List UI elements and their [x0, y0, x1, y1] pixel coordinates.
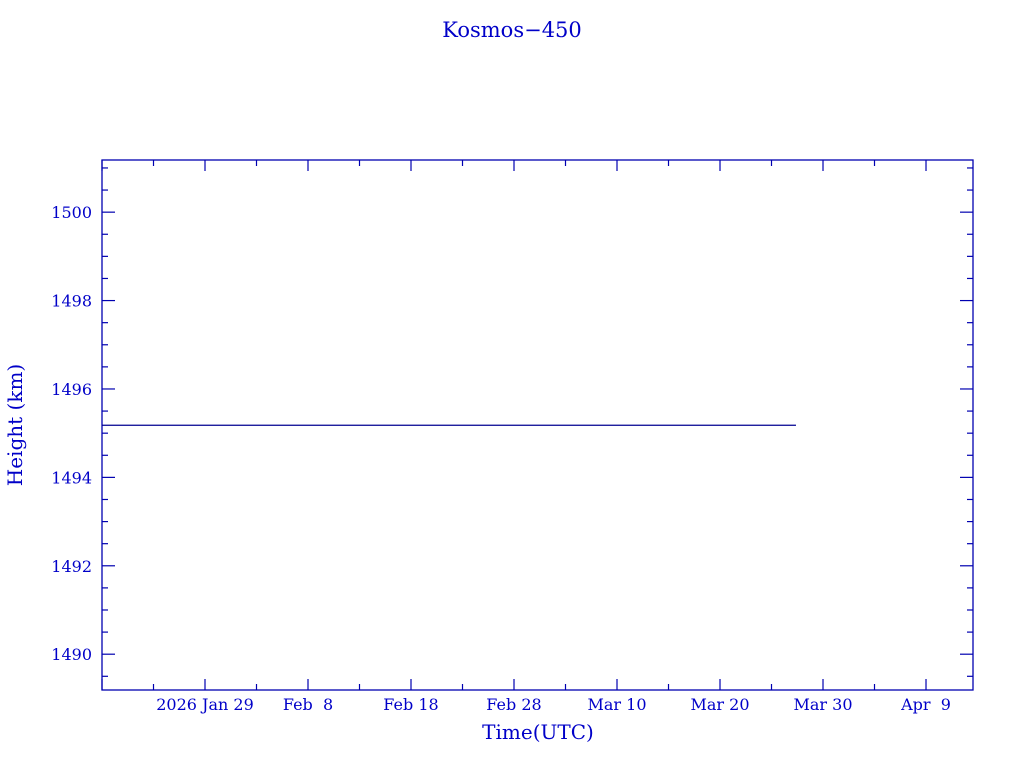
y-tick-label: 1498	[51, 292, 92, 311]
y-tick-label: 1492	[51, 557, 92, 576]
x-tick-label: Feb 8	[283, 695, 333, 714]
y-axis-label: Height (km)	[3, 364, 27, 486]
x-axis-label: Time(UTC)	[482, 720, 594, 744]
y-tick-label: 1490	[51, 645, 92, 664]
y-tick-label: 1496	[51, 380, 92, 399]
chart-title: Kosmos−450	[442, 18, 582, 42]
y-tick-label: 1494	[51, 468, 92, 487]
axes: 2026 Jan 29 Feb 8 Feb 18 Feb 28 Mar 10 Mar 20…	[51, 159, 974, 714]
x-tick-label: Mar 30	[793, 695, 852, 714]
x-tick-label: Feb 28	[486, 695, 541, 714]
y-tick-label: 1500	[51, 203, 92, 222]
x-tick-label: Mar 10	[587, 695, 646, 714]
x-tick-label: 2026 Jan 29	[156, 695, 254, 714]
x-tick-label: Feb 18	[383, 695, 438, 714]
x-tick-label: Mar 20	[690, 695, 749, 714]
x-tick-label: Apr 9	[900, 695, 951, 714]
